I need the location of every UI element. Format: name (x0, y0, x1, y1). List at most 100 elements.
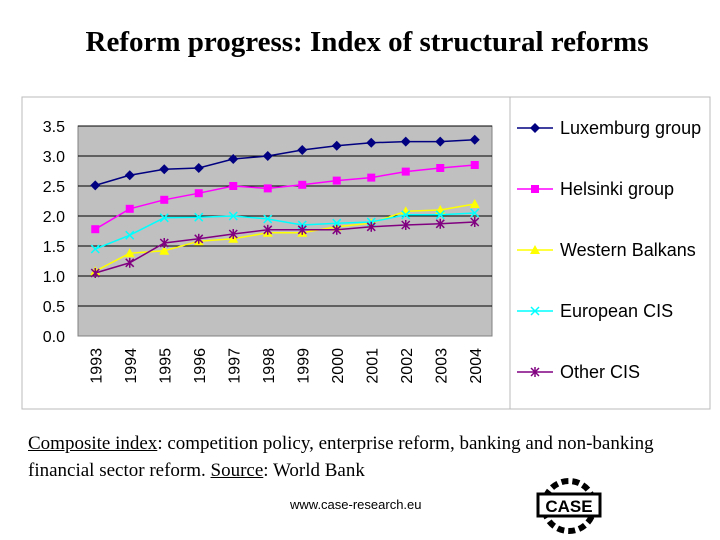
data-point (228, 154, 239, 164)
data-point (125, 204, 134, 213)
data-point (228, 229, 238, 239)
data-point (469, 199, 480, 208)
y-tick-label: 2.0 (43, 209, 65, 226)
footer-url: www.case-research.eu (290, 497, 422, 512)
data-point (297, 145, 308, 155)
data-point (531, 185, 539, 193)
data-point (91, 225, 100, 234)
data-point (469, 134, 480, 145)
data-point (194, 212, 204, 222)
series-line (95, 139, 475, 187)
data-point (159, 213, 169, 223)
data-point (297, 224, 307, 235)
data-point (228, 211, 238, 221)
logo-plate (536, 492, 602, 518)
data-point (470, 208, 480, 218)
data-point (263, 224, 273, 235)
x-tick-label: 1997 (226, 348, 243, 384)
data-point (229, 182, 238, 190)
data-point (159, 245, 170, 255)
data-point (124, 248, 135, 258)
data-point (435, 136, 446, 147)
data-point (401, 210, 411, 220)
legend-label: European CIS (560, 301, 673, 321)
x-tick-label: 2000 (330, 348, 347, 384)
data-point (530, 123, 540, 133)
legend-label: Luxemburg group (560, 118, 701, 138)
data-point (367, 173, 376, 182)
y-tick-label: 2.5 (43, 179, 65, 196)
data-point (262, 151, 273, 161)
logo-text: CASE (545, 497, 592, 516)
y-tick-label: 3.5 (43, 119, 65, 136)
caption: Composite index: competition policy, ent… (28, 430, 708, 484)
data-point (470, 217, 480, 227)
legend: Luxemburg group Helsinki group Western Bal… (517, 118, 701, 382)
x-tick-label: 2003 (433, 348, 450, 384)
legend-label: Other CIS (560, 362, 640, 382)
data-point (470, 161, 479, 169)
data-point (90, 180, 101, 191)
data-point (331, 140, 342, 151)
data-point (194, 233, 204, 244)
caption-source-label: Source (210, 460, 264, 481)
case-logo: CASE (536, 478, 602, 534)
x-tick-label: 1999 (295, 348, 312, 384)
data-point (159, 164, 170, 175)
x-tick-label: 2004 (468, 348, 485, 384)
legend-label: Helsinki group (560, 179, 674, 199)
data-point (436, 164, 445, 172)
y-tick-label: 1.5 (43, 239, 65, 256)
data-point (160, 195, 169, 204)
x-tick-label: 2001 (364, 348, 381, 384)
data-point (263, 214, 273, 224)
data-point (366, 221, 376, 232)
x-tick-label: 1995 (157, 348, 174, 384)
data-point (435, 218, 445, 229)
data-point (194, 189, 203, 198)
x-tick-label: 1993 (88, 348, 105, 384)
data-point (263, 184, 272, 193)
y-tick-label: 1.0 (43, 269, 65, 286)
data-point (400, 136, 411, 147)
data-point (125, 257, 135, 268)
data-point (90, 244, 100, 254)
data-point (366, 137, 377, 148)
data-point (124, 170, 135, 181)
x-tick-label: 1994 (123, 348, 140, 384)
x-tick-label: 2002 (399, 348, 416, 384)
series-layer (90, 134, 480, 278)
x-tick-label: 1996 (192, 348, 209, 384)
y-tick-label: 0.5 (43, 299, 65, 316)
gridlines (78, 125, 492, 307)
data-point (298, 180, 307, 189)
x-tick-label: 1998 (261, 348, 278, 384)
legend-label: Western Balkans (560, 240, 696, 260)
data-point (332, 176, 341, 185)
data-point (530, 306, 540, 316)
data-point (401, 220, 411, 230)
plot-area (77, 125, 493, 337)
caption-source: : World Bank (263, 460, 365, 481)
data-point (530, 367, 540, 377)
series-line (95, 221, 475, 274)
series-line (94, 212, 475, 250)
y-tick-label: 3.0 (43, 149, 65, 166)
y-tick-label: 0.0 (43, 329, 65, 346)
page-title: Reform progress: Index of structural ref… (85, 26, 649, 58)
data-point (530, 245, 540, 254)
data-point (193, 163, 204, 173)
data-point (435, 210, 445, 220)
data-point (159, 238, 169, 248)
caption-term: Composite index (28, 433, 158, 454)
caption-text: : competition policy, enterprise reform,… (28, 433, 654, 481)
data-point (401, 167, 410, 176)
series-line (94, 164, 475, 230)
data-point (90, 268, 100, 278)
data-point (125, 230, 135, 240)
axes: 3.5 3.0 2.5 2.0 1.5 1.0 0.5 0.0 1993 1994 1995 1996… (43, 119, 485, 384)
data-point (332, 224, 342, 235)
series-line (94, 203, 475, 272)
data-point (332, 218, 342, 228)
